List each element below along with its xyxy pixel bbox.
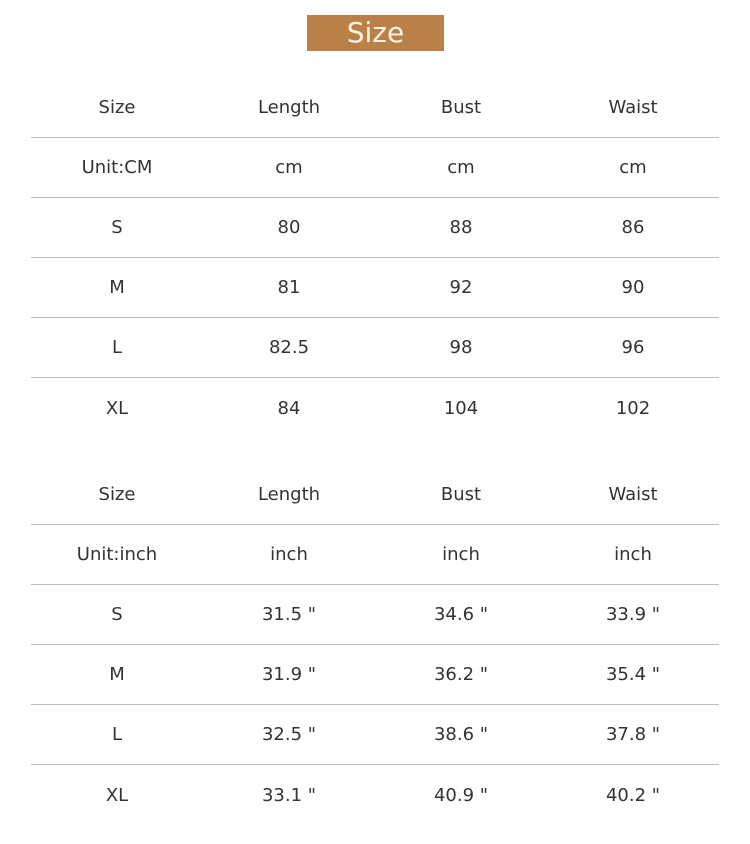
table-cell: 31.5 "	[261, 604, 317, 625]
table-cell: 96	[621, 337, 645, 358]
table-row: M 81 92 90	[31, 258, 719, 318]
table-cell: 84	[277, 397, 301, 419]
table-cell: M	[109, 277, 125, 298]
table-cell: 33.9 "	[605, 604, 661, 625]
table-header-row: Size Length Bust Waist	[31, 78, 719, 138]
table-row: M 31.9 " 36.2 " 35.4 "	[31, 645, 719, 705]
column-header: Length	[257, 484, 321, 505]
table-cell: S	[111, 604, 123, 625]
table-row: L 82.5 98 96	[31, 318, 719, 378]
column-header: Bust	[440, 97, 482, 118]
size-table-inch: Size Length Bust Waist Unit:inch inch inch inch…	[31, 465, 719, 825]
table-row: Unit:CM cm cm cm	[31, 138, 719, 198]
table-row: L 32.5 " 38.6 " 37.8 "	[31, 705, 719, 765]
column-header: Size	[98, 97, 136, 118]
table-cell: 90	[621, 277, 645, 298]
column-header: Waist	[608, 484, 658, 505]
table-cell: 81	[277, 277, 301, 298]
table-cell: 40.2 "	[605, 784, 661, 806]
table-cell: 34.6 "	[433, 604, 489, 625]
table-cell: 36.2 "	[433, 664, 489, 685]
table-row: Unit:inch inch inch inch	[31, 525, 719, 585]
table-cell: 86	[621, 217, 645, 238]
table-header-row: Size Length Bust Waist	[31, 465, 719, 525]
table-cell: XL	[105, 397, 129, 419]
table-cell: 37.8 "	[605, 724, 661, 745]
column-header: Length	[257, 97, 321, 118]
table-cell: 80	[277, 217, 301, 238]
table-cell: Unit:CM	[81, 157, 153, 178]
table-cell: cm	[447, 157, 475, 178]
table-cell: M	[109, 664, 125, 685]
table-cell: 98	[449, 337, 473, 358]
table-cell: 102	[615, 397, 651, 419]
table-cell: 104	[443, 397, 479, 419]
table-cell: S	[111, 217, 123, 238]
size-table-cm: Size Length Bust Waist Unit:CM cm cm cm S 80 88 86 M…	[31, 78, 719, 438]
table-cell: 31.9 "	[261, 664, 317, 685]
table-cell: 33.1 "	[261, 784, 317, 806]
table-cell: 32.5 "	[261, 724, 317, 745]
table-cell: 38.6 "	[433, 724, 489, 745]
column-header: Bust	[440, 484, 482, 505]
table-cell: XL	[105, 784, 129, 806]
table-row: XL 33.1 " 40.9 " 40.2 "	[31, 765, 719, 825]
table-cell: 40.9 "	[433, 784, 489, 806]
table-cell: 82.5	[268, 337, 310, 358]
column-header: Waist	[608, 97, 658, 118]
table-cell: 88	[449, 217, 473, 238]
table-cell: inch	[614, 544, 652, 565]
table-cell: L	[111, 337, 123, 358]
table-row: XL 84 104 102	[31, 378, 719, 438]
table-cell: 92	[449, 277, 473, 298]
table-row: S 31.5 " 34.6 " 33.9 "	[31, 585, 719, 645]
table-cell: 35.4 "	[605, 664, 661, 685]
table-cell: L	[111, 724, 123, 745]
table-cell: inch	[442, 544, 480, 565]
column-header: Size	[98, 484, 136, 505]
size-banner: Size	[307, 15, 444, 51]
table-cell: inch	[270, 544, 308, 565]
table-cell: cm	[275, 157, 303, 178]
table-cell: Unit:inch	[76, 544, 158, 565]
table-row: S 80 88 86	[31, 198, 719, 258]
table-cell: cm	[619, 157, 647, 178]
